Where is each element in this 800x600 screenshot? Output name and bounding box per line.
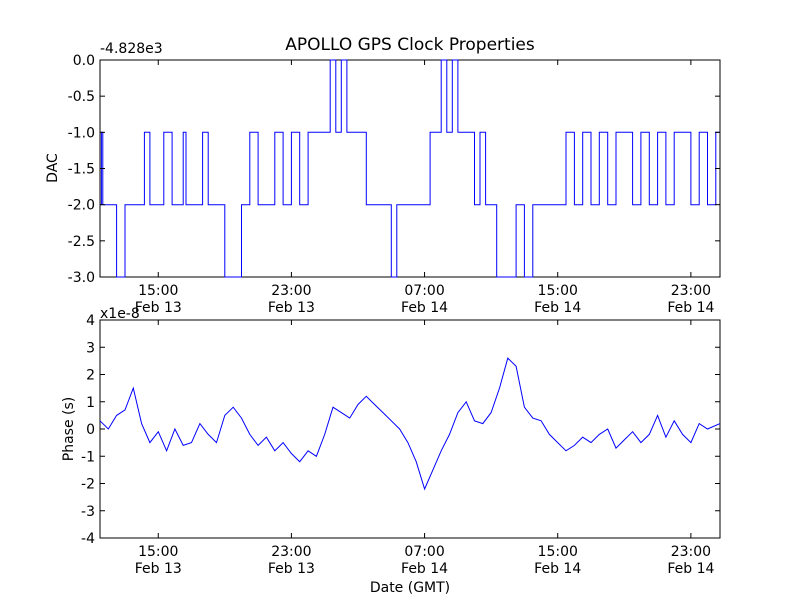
phase-x-tick-time: 23:00 (671, 544, 711, 560)
dac-y-tick-label: -2.5 (68, 234, 95, 250)
phase-x-tick-date: Feb 14 (401, 561, 448, 577)
dac-x-tick-time: 23:00 (671, 283, 711, 299)
phase-x-tick-date: Feb 13 (268, 561, 315, 577)
phase-x-tick-time: 07:00 (404, 544, 444, 560)
dac-y-tick-label: -0.5 (68, 89, 95, 105)
phase-y-axis: 4 3 2 1 0 -1 -2 -3 -4 (81, 313, 720, 547)
dac-y-axis-label: DAC (45, 153, 61, 183)
dac-x-tick-time: 23:00 (271, 283, 311, 299)
dac-x-tick-time: 15:00 (138, 283, 178, 299)
phase-y-tick-label: -3 (81, 504, 95, 520)
dac-y-tick-label: -1.0 (68, 125, 95, 141)
phase-offset-text: x1e-8 (100, 306, 140, 322)
dac-y-tick-label: -1.5 (68, 162, 95, 178)
phase-x-tick-date: Feb 14 (534, 561, 581, 577)
chart-title: APOLLO GPS Clock Properties (285, 35, 535, 55)
phase-x-tick-date: Feb 13 (135, 561, 182, 577)
phase-y-tick-label: 2 (86, 368, 95, 384)
phase-y-axis-label: Phase (s) (61, 397, 77, 461)
phase-x-tick-time: 15:00 (538, 544, 578, 560)
dac-x-tick-date: Feb 13 (135, 300, 182, 316)
phase-y-tick-label: 4 (86, 313, 95, 329)
phase-y-tick-label: -1 (81, 449, 95, 465)
phase-series-line (99, 357, 721, 491)
phase-x-tick-date: Feb 14 (667, 561, 714, 577)
dac-x-tick-time: 07:00 (404, 283, 444, 299)
phase-y-tick-label: 3 (86, 340, 95, 356)
dac-x-tick-date: Feb 14 (401, 300, 448, 316)
dac-y-tick-label: -2.0 (68, 198, 95, 214)
phase-y-tick-label: 0 (86, 422, 95, 438)
dac-x-tick-date: Feb 13 (268, 300, 315, 316)
phase-y-tick-label: -2 (81, 477, 95, 493)
dac-x-tick-time: 15:00 (538, 283, 578, 299)
dac-y-tick-label: 0.0 (73, 53, 95, 69)
dac-offset-text: -4.828e3 (100, 41, 163, 57)
phase-y-tick-label: 1 (86, 395, 95, 411)
phase-x-tick-time: 15:00 (138, 544, 178, 560)
dac-series-line (100, 59, 720, 278)
dac-x-tick-date: Feb 14 (667, 300, 714, 316)
x-axis-label: Date (GMT) (370, 580, 450, 596)
dac-y-axis: 0.0 -0.5 -1.0 -1.5 -2.0 -2.5 -3.0 (68, 53, 720, 286)
phase-x-tick-time: 23:00 (271, 544, 311, 560)
dac-x-tick-date: Feb 14 (534, 300, 581, 316)
phase-y-tick-label: -4 (81, 531, 95, 547)
dac-y-tick-label: -3.0 (68, 270, 95, 286)
